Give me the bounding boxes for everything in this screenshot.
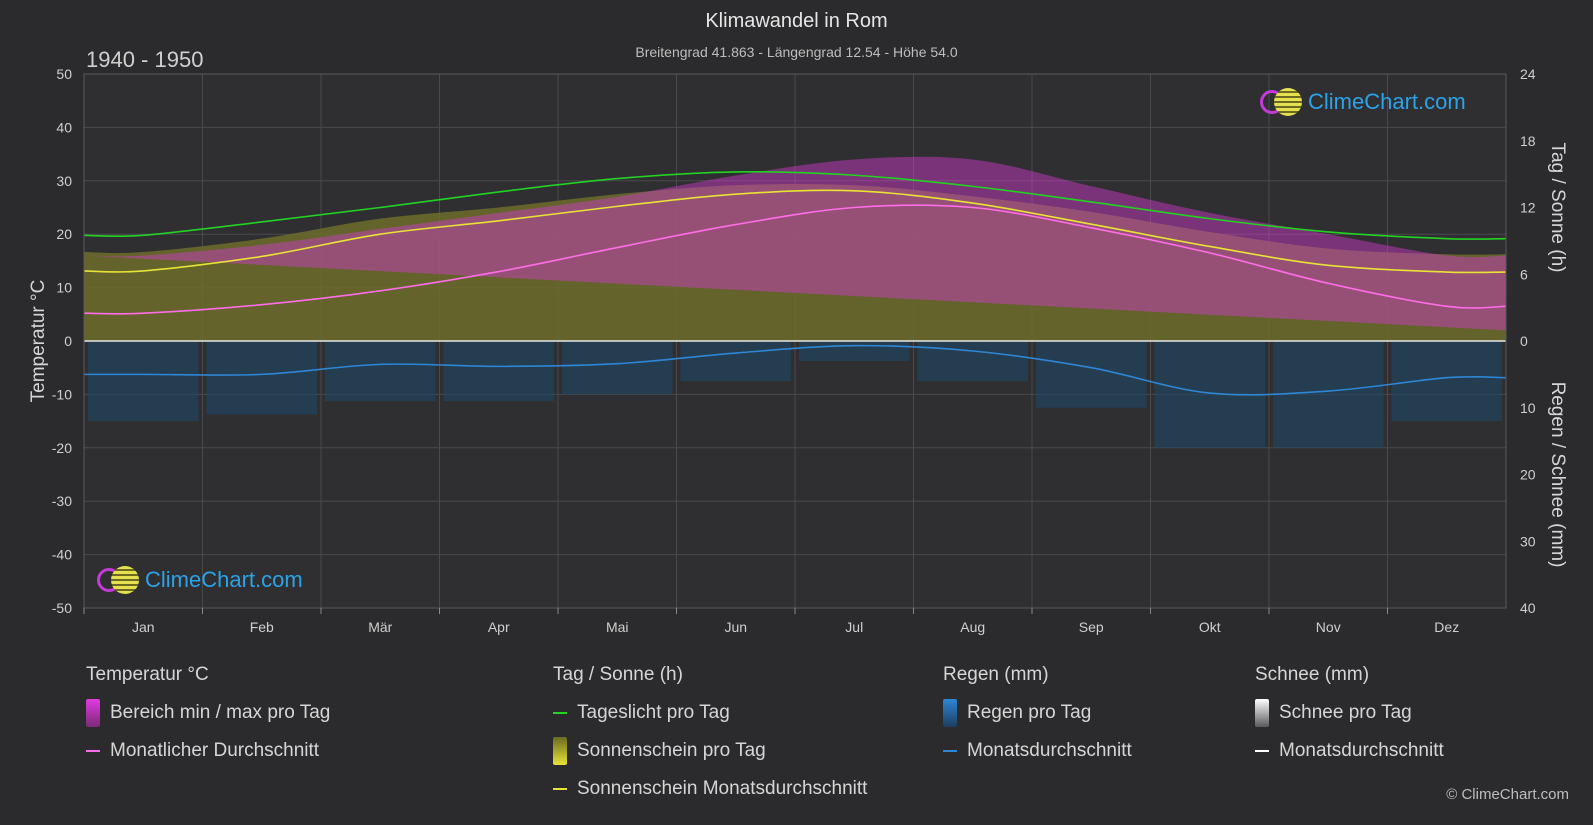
y-tick-label: -10 xyxy=(52,386,72,402)
legend-swatch xyxy=(943,699,957,727)
y3-tick-label: 30 xyxy=(1520,533,1536,549)
legend-label: Monatsdurchschnitt xyxy=(1279,740,1444,761)
x-tick-label: Okt xyxy=(1199,619,1221,635)
x-tick-label: Apr xyxy=(488,619,510,635)
legend-swatch xyxy=(1255,699,1269,727)
logo-sun-icon xyxy=(1274,88,1302,116)
x-tick-label: Nov xyxy=(1316,619,1341,635)
y2-tick-label: 6 xyxy=(1520,266,1528,282)
y2-tick-label: 12 xyxy=(1520,200,1536,216)
logo-bottom: ClimeChart.com xyxy=(97,566,303,594)
rain-day-bar xyxy=(680,341,791,382)
rain-day-bar xyxy=(1391,341,1502,422)
legend-item-rain-avg: Monatsdurchschnitt xyxy=(943,738,1132,764)
y-tick-label: 0 xyxy=(64,333,72,349)
legend-item-rain-day: Regen pro Tag xyxy=(943,699,1092,727)
daylight-line xyxy=(83,170,1507,240)
y-tick-label: 10 xyxy=(56,280,72,296)
legend-heading-rain: Regen (mm) xyxy=(943,664,1049,685)
legend-heading-temp: Temperatur °C xyxy=(86,664,209,685)
legend-swatch xyxy=(943,750,957,752)
rain-day-bar xyxy=(325,341,436,402)
legend-heading-snow: Schnee (mm) xyxy=(1255,664,1370,685)
x-tick-label: Mai xyxy=(606,619,629,635)
legend-swatch xyxy=(553,737,567,765)
rain-day-bar xyxy=(917,341,1028,382)
temp-range-area xyxy=(84,156,1506,331)
sunshine-avg-line xyxy=(83,189,1507,274)
legend-label: Monatsdurchschnitt xyxy=(967,740,1132,761)
legend-item-snow-day: Schnee pro Tag xyxy=(1255,699,1412,727)
legend-label: Monatlicher Durchschnitt xyxy=(110,740,320,761)
legend-label: Regen pro Tag xyxy=(967,702,1092,723)
legend-label: Tageslicht pro Tag xyxy=(577,702,730,723)
temp-avg-line xyxy=(83,204,1507,315)
period-label: 1940 - 1950 xyxy=(86,47,204,72)
y2-tick-label: 18 xyxy=(1520,133,1536,149)
rain-day-bar xyxy=(1036,341,1147,408)
y-tick-label: -40 xyxy=(52,547,72,563)
legend-heading-sun: Tag / Sonne (h) xyxy=(553,664,683,685)
sunshine-area xyxy=(84,183,1506,341)
copyright: © ClimeChart.com xyxy=(1446,786,1569,803)
x-tick-label: Feb xyxy=(250,619,274,635)
legend-label: Sonnenschein Monatsdurchschnitt xyxy=(577,778,868,799)
logo-sun-icon xyxy=(111,566,139,594)
y-tick-label: 20 xyxy=(56,226,72,242)
y-axis-title: Temperatur °C xyxy=(28,280,49,403)
chart-title: Klimawandel in Rom xyxy=(705,10,888,32)
y-tick-label: 40 xyxy=(56,119,72,135)
y2-axis-title: Tag / Sonne (h) xyxy=(1547,143,1568,273)
x-tick-label: Sep xyxy=(1079,619,1104,635)
chart-subtitle: Breitengrad 41.863 - Längengrad 12.54 - … xyxy=(635,44,958,60)
legend-swatch xyxy=(86,699,100,727)
legend-item-sunshine-avg: Sonnenschein Monatsdurchschnitt xyxy=(553,776,867,802)
legend-swatch xyxy=(86,750,100,752)
legend-label: Sonnenschein pro Tag xyxy=(577,740,766,761)
legend-swatch xyxy=(1255,750,1269,752)
logo-text: ClimeChart.com xyxy=(145,567,303,592)
legend-item-snow-avg: Monatsdurchschnitt xyxy=(1255,738,1444,764)
climate-chart: 50 40 30 20 10 0 -10 -20 -30 -40 -50 24 18 12 6 0 10 20 30… xyxy=(28,66,1568,635)
legend-item-temp-range: Bereich min / max pro Tag xyxy=(86,699,331,727)
rain-day-bar xyxy=(799,341,910,362)
x-tick-label: Mär xyxy=(368,619,392,635)
y-tick-label: 30 xyxy=(56,173,72,189)
legend-label: Bereich min / max pro Tag xyxy=(110,702,331,723)
legend-item-sunshine-day: Sonnenschein pro Tag xyxy=(553,737,766,765)
logo-text: ClimeChart.com xyxy=(1308,89,1466,114)
y-tick-label: -20 xyxy=(52,440,72,456)
rain-day-bar xyxy=(443,341,554,402)
y3-axis-title: Regen / Schnee (mm) xyxy=(1547,382,1568,568)
y3-tick-label: 40 xyxy=(1520,600,1536,616)
x-tick-label: Jan xyxy=(132,619,155,635)
legend-swatch xyxy=(553,712,567,714)
y2-tick-label: 0 xyxy=(1520,333,1528,349)
rain-day-bar xyxy=(1273,341,1384,448)
y2-tick-label: 24 xyxy=(1520,66,1536,82)
x-tick-label: Aug xyxy=(960,619,985,635)
x-tick-label: Jun xyxy=(724,619,747,635)
legend-swatch xyxy=(553,788,567,790)
rain-day-bar xyxy=(562,341,673,395)
legend-item-daylight: Tageslicht pro Tag xyxy=(553,700,730,726)
rain-avg-line xyxy=(84,344,1507,396)
legend-label: Schnee pro Tag xyxy=(1279,702,1412,723)
x-tick-label: Jul xyxy=(845,619,863,635)
y-tick-label: -30 xyxy=(52,493,72,509)
rain-day-bar xyxy=(206,341,317,415)
y-tick-label: 50 xyxy=(56,66,72,82)
legend-item-temp-avg: Monatlicher Durchschnitt xyxy=(86,738,319,764)
y-tick-label: -50 xyxy=(52,600,72,616)
rain-day-bar xyxy=(88,341,199,422)
x-tick-label: Dez xyxy=(1434,619,1459,635)
y3-tick-label: 10 xyxy=(1520,400,1536,416)
logo-top: ClimeChart.com xyxy=(1260,88,1466,116)
y3-tick-label: 20 xyxy=(1520,467,1536,483)
